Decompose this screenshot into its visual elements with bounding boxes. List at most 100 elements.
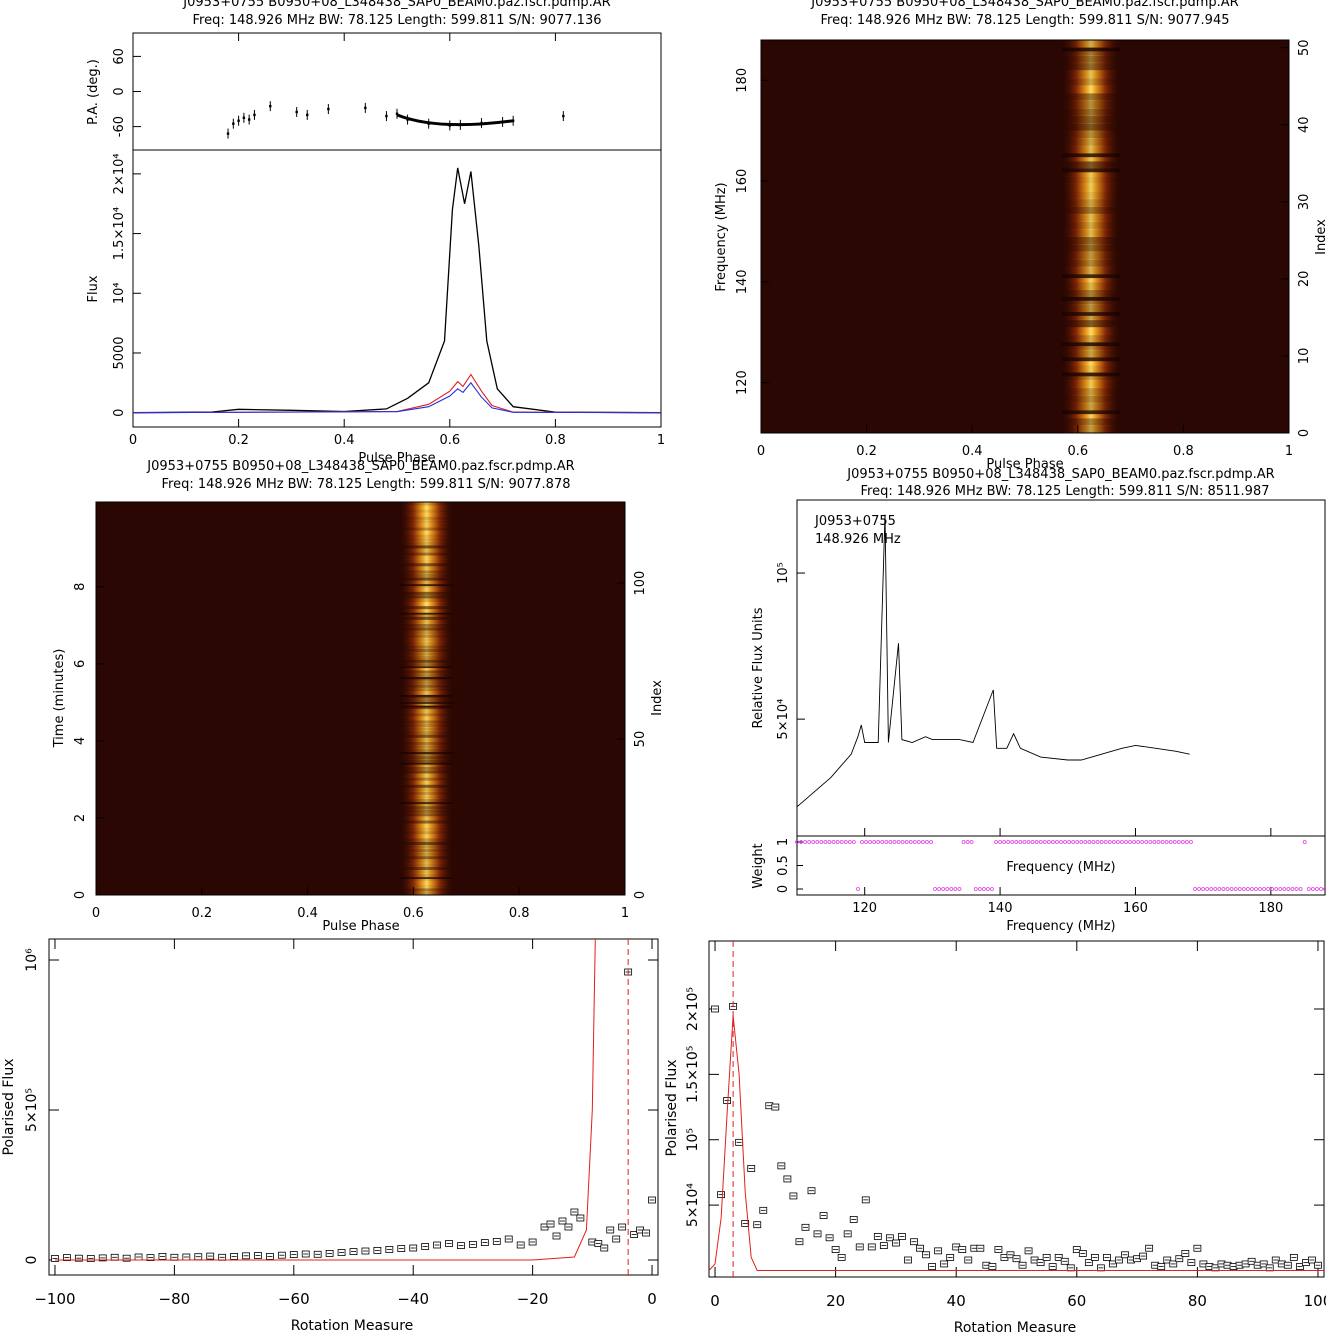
weight-point: [1225, 887, 1230, 891]
heatmap-row: [400, 616, 454, 621]
pa-tick-label: -60: [112, 116, 127, 137]
profile-title-line1: J0953+0755 B0950+08_L348438_SAP0_BEAM0.p…: [182, 0, 610, 10]
x-tick-label: 0: [757, 444, 765, 459]
rm-positive-x-axis-label: Rotation Measure: [954, 1320, 1077, 1335]
heatmap-row: [1061, 364, 1121, 374]
circular-polarisation-line: [132, 381, 662, 414]
heatmap-row: [400, 791, 454, 796]
x-tick-label: 0: [710, 1292, 720, 1310]
heatmap-row: [400, 659, 454, 664]
heatmap-row: [1061, 221, 1121, 230]
weight-point: [896, 840, 901, 844]
weight-point: [1042, 840, 1047, 844]
heatmap-row: [1061, 77, 1121, 86]
x-tick-label: 0.6: [439, 433, 460, 448]
heatmap-row: [1061, 145, 1121, 154]
weight-point: [1148, 840, 1153, 844]
heatmap-row: [1061, 62, 1121, 71]
y-tick-label: 10⁶: [24, 948, 40, 972]
heatmap-row: [1061, 206, 1121, 215]
weight-point: [1262, 887, 1266, 891]
phase-frequency-ticks: 0 0.2 0.4 0.6 0.8 1 120 140 160 180 0 10 20 30 40 50: [735, 39, 1312, 459]
panel-phase-frequency: J0953+0755 B0950+08_L348438_SAP0_BEAM0.p…: [714, 0, 1326, 472]
bandpass-annotation-frequency: 148.926 MHz: [815, 532, 901, 547]
weight-point: [1018, 840, 1023, 844]
heatmap-row: [1061, 92, 1121, 101]
weight-point: [1298, 887, 1303, 891]
heatmap-row: [400, 577, 454, 582]
weight-point: [1209, 887, 1214, 891]
weight-point: [847, 840, 852, 844]
heatmap-row: [1061, 259, 1121, 268]
heatmap-row: [400, 834, 454, 839]
weights-series: [795, 840, 1326, 891]
heatmap-row: [400, 827, 454, 832]
phase-time-title-line1: J0953+0755 B0950+08_L348438_SAP0_BEAM0.p…: [146, 459, 574, 474]
bandpass-x-axis-label: Frequency (MHz): [1006, 919, 1115, 934]
x-tick-label: 0.6: [403, 906, 424, 921]
y-tick-label: 180: [735, 68, 750, 93]
heatmap-row: [1061, 266, 1121, 275]
heatmap-row: [400, 680, 454, 685]
heatmap-row: [400, 841, 454, 846]
phase-frequency-heatmap: [1061, 40, 1121, 434]
pa-point: [385, 114, 388, 118]
x-tick-label: 0.2: [191, 906, 212, 921]
weight-point: [933, 887, 937, 891]
heatmap-row: [400, 541, 454, 546]
heatmap-row: [400, 855, 454, 860]
heatmap-row: [400, 877, 454, 882]
weight-point: [1302, 840, 1307, 844]
weight-point: [1115, 840, 1120, 844]
pa-point: [269, 104, 272, 108]
heatmap-row: [400, 534, 454, 539]
y2-tick-label: 0: [1297, 429, 1312, 437]
heatmap-row: [400, 819, 454, 825]
heatmap-row: [400, 705, 454, 710]
heatmap-row: [400, 669, 454, 674]
heatmap-row: [400, 587, 454, 592]
weight-point: [929, 840, 933, 844]
weight-point: [1120, 840, 1124, 844]
heatmap-row: [400, 552, 454, 557]
weight-point: [1193, 887, 1197, 891]
x-tick-label: 80: [1188, 1292, 1207, 1310]
y2-tick-label: 100: [633, 571, 648, 596]
heatmap-row: [400, 802, 454, 807]
relative-flux-axis-label: Relative Flux Units: [751, 607, 766, 728]
panel-phase-time: J0953+0755 B0950+08_L348438_SAP0_BEAM0.p…: [52, 459, 665, 934]
phase-time-heatmap: [400, 502, 454, 896]
heatmap-row: [400, 816, 454, 821]
heatmap-row: [1061, 168, 1121, 177]
weight-point: [1059, 840, 1063, 844]
weight-point: [1176, 840, 1181, 844]
pa-point: [247, 118, 251, 121]
rm-negative-points: [51, 968, 656, 1262]
heatmap-row: [400, 837, 454, 842]
x-tick-label: 0.4: [334, 433, 355, 448]
heatmap-row: [1061, 70, 1121, 79]
heatmap-row: [400, 684, 454, 689]
heatmap-row: [400, 605, 454, 610]
heatmap-row: [1061, 198, 1121, 207]
heatmap-gap: [400, 666, 454, 669]
weight-point: [1083, 840, 1088, 844]
weight-point: [1278, 887, 1283, 891]
heatmap-row: [400, 784, 454, 789]
x-tick-label: 0.8: [1173, 444, 1194, 459]
y2-tick-label: 40: [1297, 116, 1312, 133]
heatmap-row: [400, 652, 454, 657]
weight-point: [819, 840, 824, 844]
bandpass-ticks: 120 140 160 180 5×10⁴ 10⁵ 0 0.5 1: [776, 562, 1283, 916]
weight-point: [953, 887, 958, 891]
x-tick-label: −40: [397, 1290, 429, 1308]
heatmap-row: [1061, 342, 1121, 351]
heatmap-row: [1061, 395, 1121, 404]
weight-point: [1197, 887, 1201, 891]
y2-tick-label: 0: [633, 891, 648, 899]
heatmap-row: [400, 594, 454, 599]
panel-profile: J0953+0755 B0950+08_L348438_SAP0_BEAM0.p…: [86, 0, 665, 466]
heatmap-row: [1061, 349, 1121, 358]
heatmap-row: [400, 644, 454, 649]
